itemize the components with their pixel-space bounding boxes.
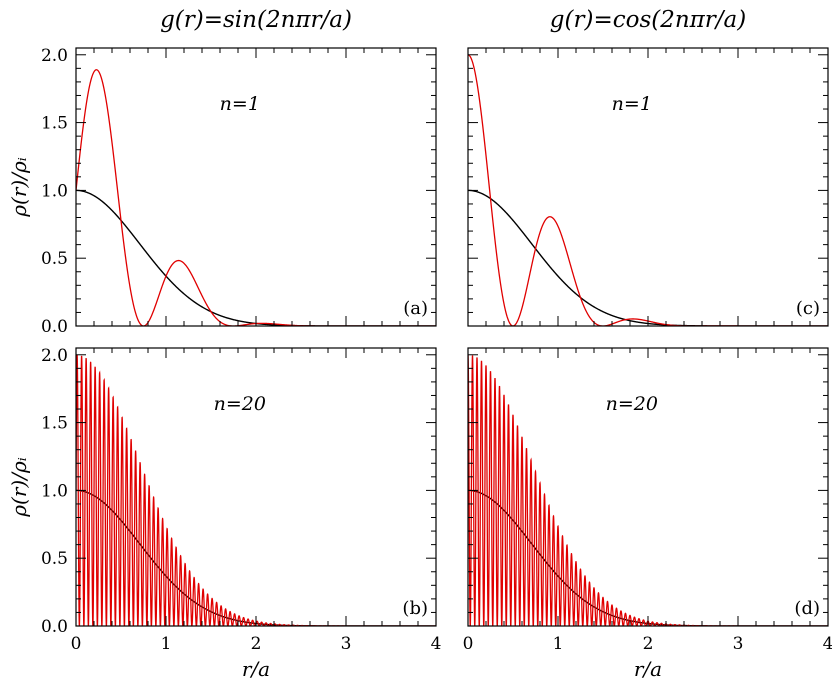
y-tick-label: 0.0 <box>41 317 68 337</box>
n-annotation: n=1 <box>220 93 260 115</box>
x-tick-label: 1 <box>553 634 564 654</box>
y-tick-label: 1.5 <box>41 114 68 134</box>
y-tick-label: 1.0 <box>41 181 68 201</box>
x-tick-label: 3 <box>341 634 352 654</box>
panel-c: g(r)=cos(2nπr/a) n=1 (c) <box>467 7 829 327</box>
panel-label: (c) <box>796 298 820 319</box>
panel-d: 0 1 2 3 4 n=20 (d) r/a <box>463 347 832 681</box>
x-tick-label: 4 <box>823 634 832 654</box>
x-tick-label: 2 <box>643 634 654 654</box>
x-tick-label: 4 <box>431 634 442 654</box>
panel-label: (b) <box>402 598 428 619</box>
panel-label: (a) <box>403 298 428 319</box>
y-tick-label: 2.0 <box>41 346 68 366</box>
y-tick-label: 0.5 <box>41 249 68 269</box>
x-tick-label: 0 <box>71 634 82 654</box>
n-annotation: n=1 <box>612 93 652 115</box>
plot-frame-d <box>467 347 829 627</box>
x-tick-label: 3 <box>733 634 744 654</box>
y-tick-label: 1.5 <box>41 414 68 434</box>
y-tick-label: 0.0 <box>41 617 68 637</box>
y-axis-label: ρ(r)/ρᵢ <box>7 157 31 217</box>
x-axis-label: r/a <box>242 657 270 681</box>
series-line-a-black <box>76 189 436 326</box>
panel-a: 0.0 0.5 1.0 1.5 2.0 g(r)=sin(2nπr/a) n=1 (a) ρ(r… <box>7 7 437 337</box>
plot-frame-c <box>467 47 829 327</box>
y-tick-label: 2.0 <box>41 46 68 66</box>
panel-label: (d) <box>794 598 820 619</box>
x-axis-label: r/a <box>634 657 662 681</box>
y-tick-label: 1.0 <box>41 481 68 501</box>
x-tick-label: 0 <box>463 634 474 654</box>
column-title: g(r)=cos(2nπr/a) <box>550 7 746 33</box>
n-annotation: n=20 <box>606 393 658 415</box>
x-tick-label: 1 <box>161 634 172 654</box>
panel-b: 0.0 0.5 1.0 1.5 2.0 0 1 2 3 4 n=20 (b) ρ(r)/ρᵢ r/a <box>7 346 441 681</box>
n-annotation: n=20 <box>214 393 266 415</box>
x-tick-label: 2 <box>251 634 262 654</box>
y-tick-label: 0.5 <box>41 549 68 569</box>
series-line-d-black <box>468 489 828 626</box>
y-axis-label: ρ(r)/ρᵢ <box>7 457 31 517</box>
column-title: g(r)=sin(2nπr/a) <box>160 7 352 33</box>
